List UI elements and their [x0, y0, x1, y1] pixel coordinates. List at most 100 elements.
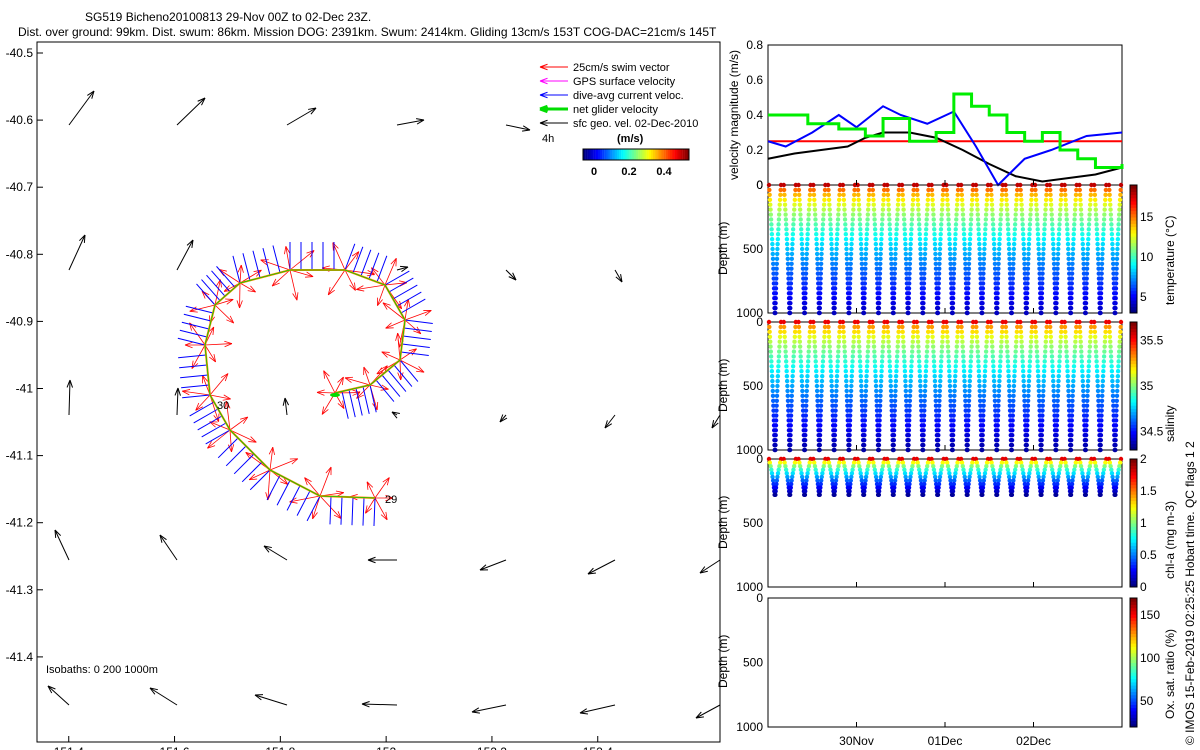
depth-scatter-point: [886, 202, 891, 207]
depth-scatter-point: [1010, 403, 1016, 408]
depth-scatter-point: [1040, 418, 1045, 423]
depth-colorbar-tick: 0.5: [1140, 548, 1157, 562]
depth-scatter-point: [879, 359, 885, 364]
depth-scatter-point: [805, 241, 810, 247]
depth-scatter-point: [1054, 296, 1059, 301]
depth-scatter-point: [1078, 460, 1083, 465]
depth-scatter-point: [959, 324, 964, 330]
depth-colorbar-swatch: [1130, 357, 1137, 361]
depth-scatter-point: [1011, 388, 1016, 394]
depth-scatter-point: [1070, 474, 1076, 480]
depth-scatter-point: [980, 433, 985, 438]
depth-scatter-point: [773, 423, 779, 428]
depth-scatter-point: [803, 281, 808, 286]
depth-scatter-point: [826, 192, 831, 198]
depth-scatter-point: [863, 403, 868, 408]
depth-colorbar-label: chl-a (mg m-3): [1163, 500, 1177, 579]
depth-scatter-point: [782, 339, 788, 344]
depth-scatter-point: [907, 413, 912, 418]
depth-scatter-point: [863, 393, 868, 399]
depth-scatter-point: [891, 442, 896, 448]
colorbar-swatch: [644, 149, 647, 160]
depth-scatter-point: [817, 305, 823, 311]
depth-scatter-point: [783, 359, 789, 364]
depth-scatter-point: [1064, 359, 1070, 364]
depth-scatter-point: [1098, 296, 1104, 301]
depth-scatter-point: [862, 433, 867, 438]
depth-scatter-point: [1100, 251, 1105, 257]
depth-scatter-point: [970, 192, 975, 198]
depth-colorbar-swatch: [1130, 446, 1137, 451]
depth-scatter-point: [791, 212, 797, 217]
depth-scatter-point: [1036, 373, 1041, 379]
depth-scatter-point: [811, 192, 817, 198]
depth-scatter-point: [790, 236, 795, 242]
depth-scatter-point: [980, 310, 985, 316]
depth-scatter-point: [982, 236, 988, 242]
depth-scatter-point: [1025, 413, 1030, 418]
depth-scatter-point: [862, 481, 868, 487]
depth-colorbar-tick: 35: [1140, 379, 1154, 393]
depth-scatter-point: [900, 329, 905, 335]
depth-scatter-point: [1080, 369, 1085, 374]
depth-scatter-point: [1081, 266, 1087, 271]
depth-scatter-point: [908, 373, 914, 379]
depth-scatter-point: [981, 413, 986, 418]
time-tick-label: 30Nov: [839, 734, 874, 748]
depth-scatter-point: [1009, 300, 1015, 306]
depth-scatter-point: [921, 442, 926, 448]
depth-scatter-point: [1007, 251, 1012, 257]
depth-scatter-point: [1118, 187, 1123, 193]
depth-scatter-point: [1039, 305, 1044, 311]
depth-scatter-point: [822, 187, 828, 193]
depth-scatter-point: [813, 222, 818, 227]
depth-scatter-point: [965, 286, 971, 291]
depth-scatter-point: [1066, 266, 1072, 271]
depth-scatter-point: [895, 463, 900, 469]
depth-scatter-point: [952, 388, 957, 394]
depth-scatter-point: [1110, 388, 1115, 394]
depth-scatter-point: [803, 485, 808, 490]
depth-scatter-point: [995, 286, 1000, 291]
depth-scatter-point: [808, 187, 813, 193]
depth-scatter-point: [802, 447, 808, 453]
depth-colorbar-swatch: [1130, 681, 1137, 686]
depth-scatter-point: [966, 281, 971, 286]
depth-scatter-point: [862, 286, 867, 291]
depth-colorbar-swatch: [1130, 217, 1137, 221]
depth-scatter-point: [1029, 187, 1035, 193]
depth-scatter-point: [1003, 456, 1008, 462]
depth-scatter-point: [1034, 339, 1039, 344]
depth-scatter-point: [954, 207, 960, 212]
depth-scatter-point: [806, 207, 812, 212]
current-velocity-vector: [344, 243, 356, 271]
depth-scatter-point: [822, 324, 828, 330]
depth-scatter-point: [932, 373, 937, 379]
depth-scatter-point: [788, 433, 793, 438]
depth-colorbar-swatch: [1130, 405, 1137, 409]
depth-scatter-point: [925, 207, 930, 212]
depth-scatter-point: [805, 227, 811, 232]
depth-scatter-point: [933, 266, 939, 271]
depth-scatter-point: [1056, 232, 1062, 237]
depth-scatter-point: [1094, 359, 1099, 364]
depth-scatter-point: [876, 305, 882, 311]
depth-scatter-point: [1041, 388, 1046, 394]
depth-scatter-point: [826, 329, 831, 335]
depth-scatter-point: [1044, 187, 1049, 193]
depth-scatter-point: [1109, 373, 1115, 379]
swim-vector-arrow: [189, 304, 216, 313]
depth-scatter-point: [1047, 187, 1053, 193]
depth-scatter-point: [921, 418, 927, 423]
depth-scatter-point: [895, 202, 901, 207]
depth-scatter-point: [818, 266, 824, 271]
depth-scatter-point: [1020, 232, 1026, 237]
depth-scatter-point: [1028, 212, 1033, 217]
depth-scatter-point: [835, 227, 840, 232]
colorbar-swatch: [672, 149, 675, 160]
depth-scatter-point: [939, 467, 944, 472]
depth-colorbar-swatch: [1130, 363, 1137, 368]
depth-scatter-point: [887, 364, 893, 369]
depth-scatter-point: [921, 428, 926, 433]
current-velocity-vector: [355, 388, 363, 416]
